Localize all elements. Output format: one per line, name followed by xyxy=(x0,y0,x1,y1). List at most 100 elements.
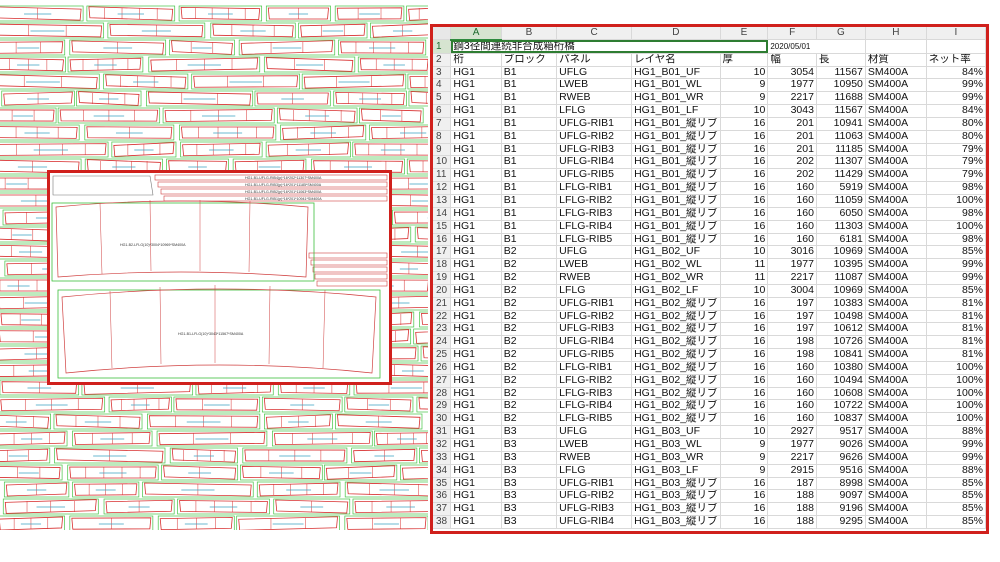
cell[interactable]: SM400A xyxy=(865,348,927,362)
row-header[interactable]: 7 xyxy=(433,117,452,131)
cell[interactable]: 16 xyxy=(720,412,769,427)
cell[interactable]: SM400A xyxy=(865,284,927,298)
cell[interactable]: 16 xyxy=(720,361,769,375)
row-header[interactable]: 6 xyxy=(433,104,452,118)
cell[interactable]: LFLG xyxy=(556,284,633,298)
cell[interactable]: 197 xyxy=(767,310,817,324)
cell[interactable]: B2 xyxy=(501,335,558,350)
cell[interactable]: 9516 xyxy=(816,464,866,478)
cell[interactable]: HG1 xyxy=(450,399,502,414)
cell[interactable]: HG1 xyxy=(450,348,502,362)
cell[interactable]: 11087 xyxy=(816,271,866,285)
cell[interactable]: 85% xyxy=(926,489,986,504)
cell[interactable]: SM400A xyxy=(865,489,927,504)
cell[interactable]: 10 xyxy=(720,245,769,260)
cell[interactable]: HG1_B02_縦リブ xyxy=(631,412,721,427)
cell[interactable]: 201 xyxy=(767,117,817,131)
cell[interactable]: B2 xyxy=(501,271,558,285)
cell[interactable]: SM400A xyxy=(865,464,927,478)
cell[interactable]: SM400A xyxy=(865,91,927,106)
cell[interactable]: 81% xyxy=(926,322,986,337)
cell[interactable]: 16 xyxy=(720,117,769,131)
cell[interactable]: B3 xyxy=(501,502,558,517)
cell[interactable]: HG1 xyxy=(450,297,502,311)
cell[interactable]: HG1 xyxy=(450,284,502,298)
cell[interactable]: 16 xyxy=(720,387,769,401)
cell[interactable]: 9196 xyxy=(816,502,866,517)
cell[interactable]: 160 xyxy=(767,207,817,221)
header-cell-material[interactable]: 材質 xyxy=(865,53,927,67)
cell[interactable]: HG1_B01_LF xyxy=(631,104,721,118)
cell[interactable]: 2217 xyxy=(767,91,817,106)
cell[interactable]: 16 xyxy=(720,399,769,414)
cell[interactable]: SM400A xyxy=(865,425,927,439)
cell[interactable]: B2 xyxy=(501,322,558,337)
cell[interactable]: SM400A xyxy=(865,322,927,337)
cell[interactable]: HG1 xyxy=(450,477,502,491)
header-cell-thickness[interactable]: 厚 xyxy=(720,53,769,67)
cell[interactable]: 160 xyxy=(767,387,817,401)
cell[interactable]: 9295 xyxy=(816,515,866,529)
cell[interactable]: 9517 xyxy=(816,425,866,439)
cell[interactable]: LFLG-RIB2 xyxy=(556,194,633,208)
row-header[interactable]: 21 xyxy=(433,297,452,311)
cell[interactable]: 11303 xyxy=(816,220,866,234)
cell[interactable]: SM400A xyxy=(865,258,927,273)
cell[interactable]: HG1 xyxy=(450,258,502,273)
cell[interactable]: 188 xyxy=(767,515,817,529)
cell[interactable]: B1 xyxy=(501,194,558,208)
cell[interactable]: B2 xyxy=(501,399,558,414)
cell[interactable]: LFLG-RIB5 xyxy=(556,412,633,427)
cell[interactable]: 16 xyxy=(720,297,769,311)
cell[interactable]: 160 xyxy=(767,412,817,427)
cell[interactable]: 9 xyxy=(720,78,769,93)
cell[interactable]: HG1_B01_縦リブ xyxy=(631,155,721,170)
spreadsheet-grid[interactable]: A B C D E F G H I 1 鋼3径間連続非合成箱桁橋 2020/05… xyxy=(433,27,986,529)
cell[interactable]: UFLG-RIB3 xyxy=(556,143,633,157)
cell[interactable]: 197 xyxy=(767,297,817,311)
cell[interactable]: UFLG-RIB4 xyxy=(556,515,633,529)
cell[interactable]: 99% xyxy=(926,78,986,93)
cell[interactable]: HG1 xyxy=(450,104,502,118)
row-header[interactable]: 36 xyxy=(433,489,452,504)
cell[interactable]: HG1_B03_UF xyxy=(631,425,721,439)
cell[interactable]: SM400A xyxy=(865,515,927,529)
row-header[interactable]: 28 xyxy=(433,387,452,401)
cell[interactable]: 10612 xyxy=(816,322,866,337)
cell[interactable]: HG1_B01_UF xyxy=(631,66,721,80)
cell[interactable]: B3 xyxy=(501,464,558,478)
row-header[interactable]: 17 xyxy=(433,245,452,260)
row-header[interactable]: 37 xyxy=(433,502,452,517)
cell[interactable]: SM400A xyxy=(865,233,927,247)
cell[interactable]: LFLG-RIB3 xyxy=(556,387,633,401)
cell[interactable]: SM400A xyxy=(865,130,927,144)
cell[interactable]: HG1_B03_縦リブ xyxy=(631,477,721,491)
cell[interactable]: HG1 xyxy=(450,168,502,183)
cell[interactable]: HG1_B03_LF xyxy=(631,464,721,478)
cell[interactable]: 10726 xyxy=(816,335,866,350)
row-header[interactable]: 26 xyxy=(433,361,452,375)
cell[interactable]: HG1 xyxy=(450,194,502,208)
cell[interactable]: HG1 xyxy=(450,271,502,285)
cell[interactable]: HG1_B02_LF xyxy=(631,284,721,298)
cell[interactable]: 9026 xyxy=(816,438,866,452)
cell[interactable]: B3 xyxy=(501,438,558,452)
cell[interactable]: UFLG-RIB2 xyxy=(556,489,633,504)
cell[interactable]: B1 xyxy=(501,130,558,144)
cell[interactable]: 99% xyxy=(926,271,986,285)
cell[interactable]: UFLG-RIB2 xyxy=(556,310,633,324)
cell[interactable]: SM400A xyxy=(865,271,927,285)
cell[interactable]: RWEB xyxy=(556,271,633,285)
cell[interactable]: 188 xyxy=(767,489,817,504)
cell[interactable]: SM400A xyxy=(865,117,927,131)
row-header[interactable]: 9 xyxy=(433,143,452,157)
cell[interactable]: 1977 xyxy=(767,438,817,452)
cell[interactable]: 16 xyxy=(720,143,769,157)
cell[interactable]: 10608 xyxy=(816,387,866,401)
cell[interactable]: 160 xyxy=(767,194,817,208)
cell[interactable]: HG1 xyxy=(450,438,502,452)
cell[interactable]: SM400A xyxy=(865,194,927,208)
cell[interactable]: 160 xyxy=(767,399,817,414)
cell[interactable]: 11 xyxy=(720,258,769,273)
cell[interactable]: UFLG-RIB1 xyxy=(556,477,633,491)
